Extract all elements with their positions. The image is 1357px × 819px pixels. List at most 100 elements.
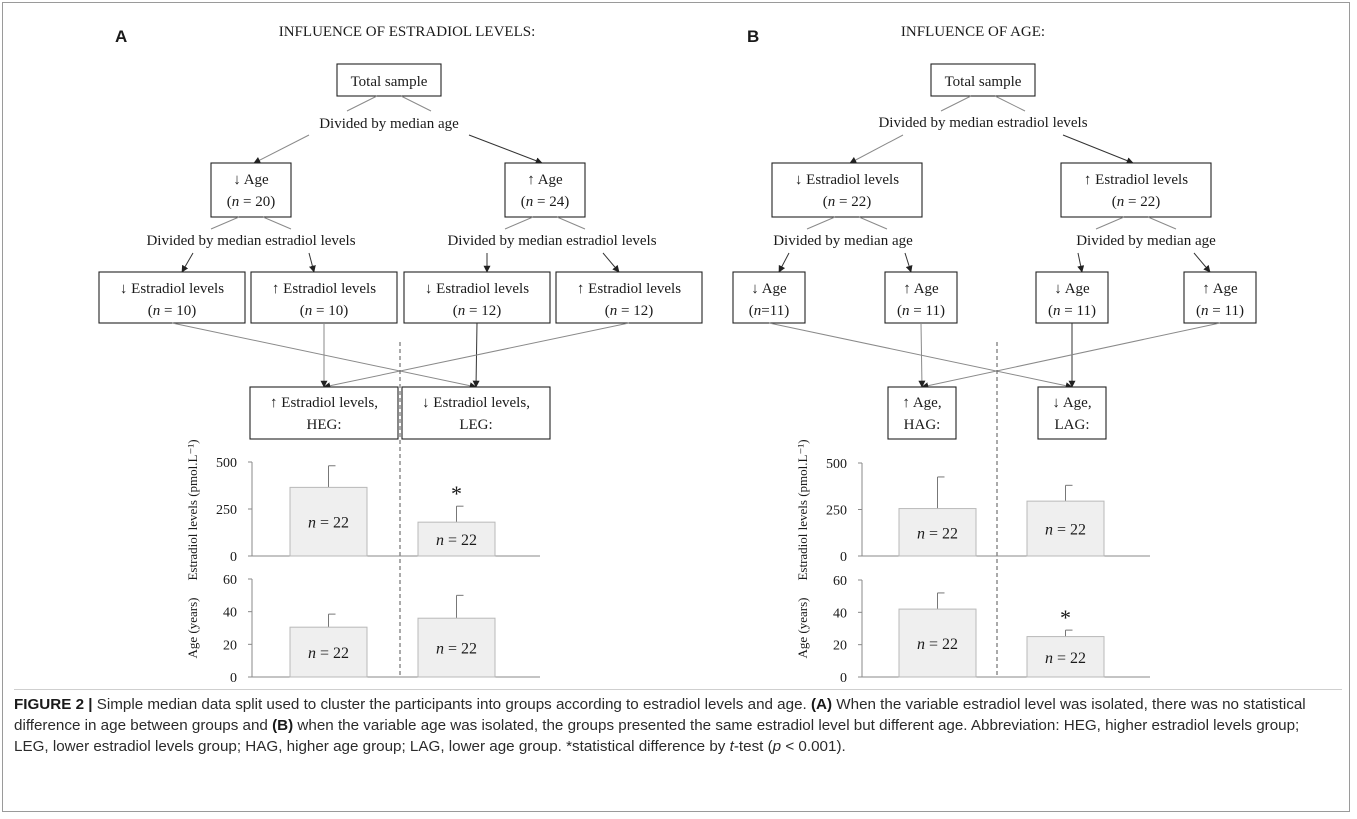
chart-a-age-bar-2 xyxy=(417,617,496,678)
panel-a-group-label-2: ↑ Age xyxy=(527,172,563,188)
chart-a-age-ytick-label-0: 0 xyxy=(230,671,237,686)
chart-a-estradiol-ytick-label-0: 0 xyxy=(230,550,237,565)
panel-b-group-n-1: (n = 22) xyxy=(823,194,871,210)
panel-b-sub-box-1 xyxy=(732,271,806,324)
panel-b-divider-2b: Divided by median age xyxy=(1076,233,1216,249)
panel-a-group-box-2 xyxy=(504,162,586,218)
chart-a-age-ytick-label-3: 60 xyxy=(223,573,237,588)
panel-a-total-box xyxy=(336,63,442,97)
panel-b-group-arrow-1 xyxy=(849,134,904,164)
panel-a-sub-n-2: (n = 10) xyxy=(300,303,348,319)
panel-b-cross-line-4 xyxy=(921,322,1221,390)
panel-a-result-box-2 xyxy=(401,386,551,440)
chart-a-age: 0 20 40 60 Age (years) n = 22 n = 22 xyxy=(185,573,540,686)
panel-a-sub-box-4 xyxy=(555,271,703,324)
chart-a-age-bar-label-1: n = 22 xyxy=(308,645,349,662)
panel-b-group-arrow-2 xyxy=(1062,134,1134,164)
panel-b-sub-label-3: ↓ Age xyxy=(1054,281,1090,297)
panel-a-sub-n-1: (n = 10) xyxy=(148,303,196,319)
panel-a-sub-arrow-4 xyxy=(602,252,620,273)
chart-b-age-bar-1 xyxy=(898,608,977,678)
chart-a-estradiol-bar-1 xyxy=(289,486,368,557)
panel-a-split-line-left xyxy=(346,95,378,112)
panel-a-group-split-right-1 xyxy=(262,216,292,230)
panel-a-result-box-1 xyxy=(249,386,399,440)
chart-b-age-significance-2: * xyxy=(1060,605,1071,630)
panel-a-sub-label-4: ↑ Estradiol levels xyxy=(577,281,681,297)
panel-b-group-label-1: ↓ Estradiol levels xyxy=(795,172,899,188)
panel-b-split-line-left xyxy=(940,95,972,112)
panel-b-result-box-1 xyxy=(887,386,957,440)
chart-a-estradiol: 0 250 500 Estradiol levels (pmol.L⁻¹) n = 22… xyxy=(185,439,540,581)
panel-b-split-line-right xyxy=(994,95,1026,112)
caption-text-3: when the variable age was isolated, the … xyxy=(14,717,1300,755)
panel-b-sub-n-4: (n = 11) xyxy=(1196,303,1244,319)
chart-b-age: 0 20 40 60 Age (years) n = 22 n = 22 * xyxy=(795,574,1150,686)
panel-a-sub-box-1 xyxy=(98,271,246,324)
chart-a-estradiol-ytick-label-2: 500 xyxy=(216,456,237,471)
panel-a-divider-2a: Divided by median estradiol levels xyxy=(146,233,355,249)
caption-text-4: -test ( xyxy=(733,738,773,755)
chart-b-estradiol-bar-1 xyxy=(898,508,977,557)
chart-a-age-ylabel: Age (years) xyxy=(185,598,200,659)
chart-b-age-bar-2 xyxy=(1026,636,1105,678)
panel-b-result-box-2 xyxy=(1037,386,1107,440)
panel-a-sub-label-2: ↑ Estradiol levels xyxy=(272,281,376,297)
chart-a-estradiol-ytick-label-1: 250 xyxy=(216,503,237,518)
caption-text-1: Simple median data split used to cluster… xyxy=(92,696,811,713)
panel-b-down-line-2 xyxy=(918,322,926,388)
caption-ref-b: (B) xyxy=(272,717,294,734)
panel-a-split-line-right xyxy=(400,95,432,112)
chart-b-age-ytick-label-3: 60 xyxy=(833,574,847,589)
panel-b-divider-2a: Divided by median age xyxy=(773,233,913,249)
panel-b-result-line2-1: HAG: xyxy=(904,417,941,433)
chart-b-estradiol-bar-label-1: n = 22 xyxy=(917,525,958,542)
panel-a-group-arrow-2 xyxy=(468,134,543,165)
panel-a-divider-2b: Divided by median estradiol levels xyxy=(447,233,656,249)
chart-b-age-bar-label-1: n = 22 xyxy=(917,636,958,653)
panel-b-group-box-1 xyxy=(771,162,923,218)
panel-b-group-n-2: (n = 22) xyxy=(1112,194,1160,210)
panel-b-cross-line-1 xyxy=(768,322,1073,390)
caption-ref-a: (A) xyxy=(810,696,833,713)
chart-b-age-ytick-label-2: 40 xyxy=(833,606,847,621)
panel-b-group-split-right-2 xyxy=(1147,216,1177,230)
panel-b-sub-arrow-1 xyxy=(778,252,790,273)
panel-b-sub-box-3 xyxy=(1035,271,1109,324)
panel-a-group-box-1 xyxy=(210,162,292,218)
panel-b-group-label-2: ↑ Estradiol levels xyxy=(1084,172,1188,188)
chart-b-estradiol: 0 250 500 Estradiol levels (pmol.L⁻¹) n = 22… xyxy=(795,439,1150,581)
panel-b-group-split-left-1 xyxy=(806,216,836,230)
panel-a-group-split-right-2 xyxy=(556,216,586,230)
panel-b-group-split-left-2 xyxy=(1095,216,1125,230)
panel-b-total-label: Total sample xyxy=(945,74,1022,90)
panel-a-sub-n-4: (n = 12) xyxy=(605,303,653,319)
panel-b-flow: B INFLUENCE OF AGE: Total sample Divided by… xyxy=(732,24,1257,676)
panel-a-group-split-left-2 xyxy=(504,216,534,230)
panel-b-sub-label-2: ↑ Age xyxy=(903,281,939,297)
chart-b-age-ylabel: Age (years) xyxy=(795,598,810,659)
panel-a-flow: A INFLUENCE OF ESTRADIOL LEVELS: Total sam… xyxy=(98,24,703,676)
chart-b-estradiol-ytick-label-1: 250 xyxy=(826,504,847,519)
caption-text-2: When the variable estradiol level was is… xyxy=(14,696,1306,734)
panel-a-result-line1-2: ↓ Estradiol levels, xyxy=(422,395,530,411)
panel-b-sub-label-1: ↓ Age xyxy=(751,281,787,297)
panel-a-sub-arrow-2 xyxy=(308,252,316,273)
chart-b-estradiol-bar-label-2: n = 22 xyxy=(1045,522,1086,539)
panel-a-sub-n-3: (n = 12) xyxy=(453,303,501,319)
panel-b-title: INFLUENCE OF AGE: xyxy=(901,24,1045,40)
chart-a-estradiol-bar-2 xyxy=(417,521,496,557)
chart-a-estradiol-ylabel: Estradiol levels (pmol.L⁻¹) xyxy=(185,439,200,580)
panel-b-sub-arrow-3 xyxy=(1077,252,1085,273)
panel-a-cross-line-4 xyxy=(323,322,630,390)
panel-b-sub-n-2: (n = 11) xyxy=(897,303,945,319)
panel-b-group-split-right-1 xyxy=(858,216,888,230)
panel-b-sub-n-1: (n=11) xyxy=(749,303,789,319)
panel-a-letter: A xyxy=(115,27,127,46)
chart-b-age-ytick-label-1: 20 xyxy=(833,639,847,654)
panel-a-group-split-left-1 xyxy=(210,216,240,230)
caption-divider xyxy=(14,689,1342,690)
chart-a-age-ytick-label-2: 40 xyxy=(223,606,237,621)
chart-a-estradiol-significance-2: * xyxy=(451,481,462,506)
panel-a-group-arrow-1 xyxy=(253,134,310,164)
